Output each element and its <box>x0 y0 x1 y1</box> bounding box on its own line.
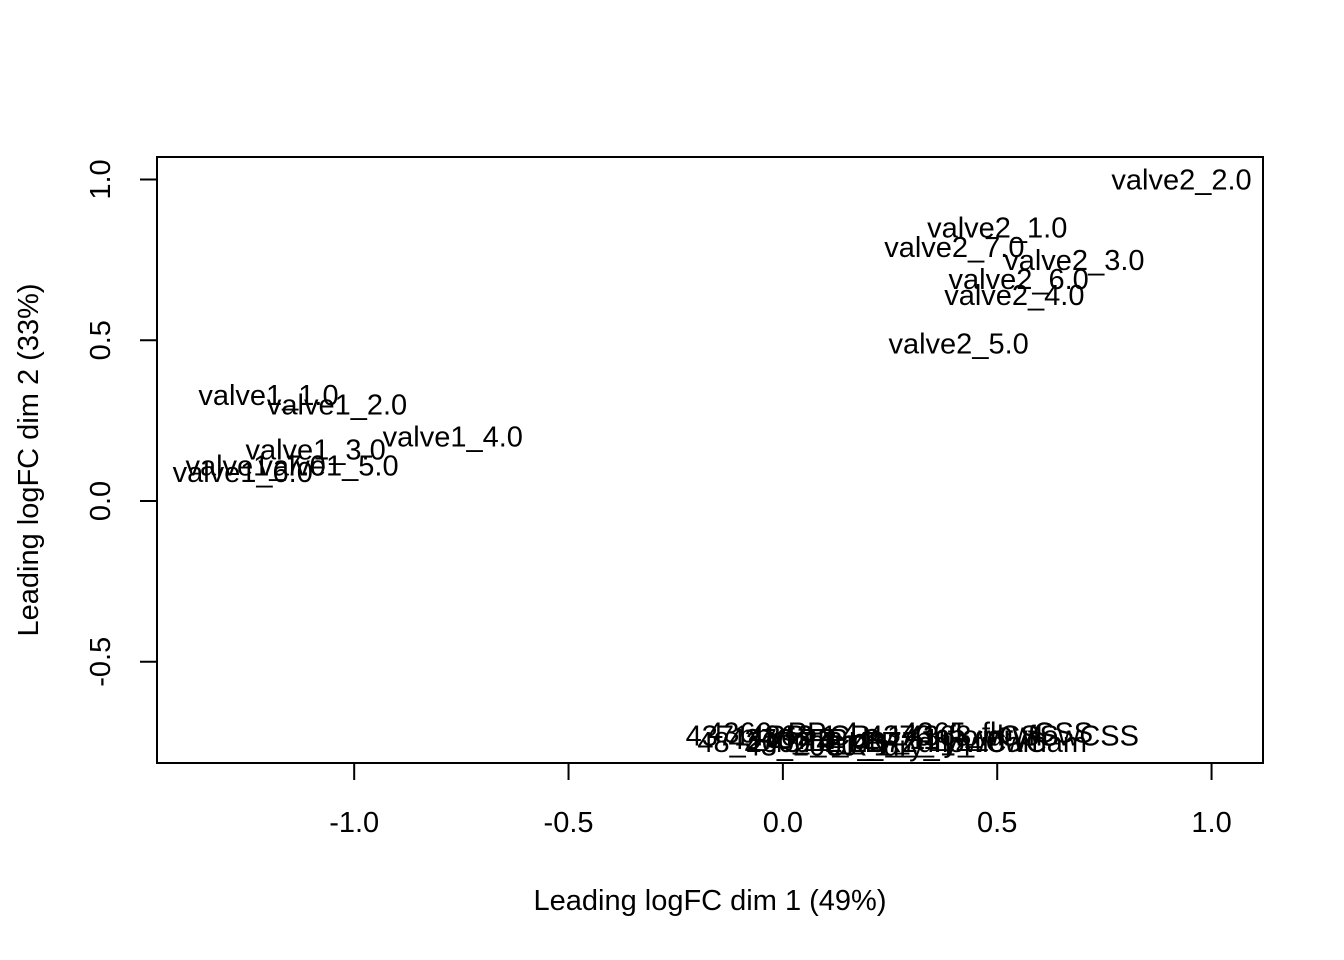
point-label: valve2_1.0 <box>927 213 1067 245</box>
point-label: valve2_2.0 <box>1111 165 1251 197</box>
cluster-point-label: CR_dry_14 <box>825 730 972 762</box>
point-label: valve2_7.0 <box>884 232 1024 264</box>
cluster-point-label: 4376_flowCSS <box>867 721 1059 753</box>
y-tick-label: 0.0 <box>85 481 117 521</box>
x-tick-label: -1.0 <box>329 807 379 839</box>
y-axis: -0.5 0.0 0.5 1.0 <box>85 159 158 687</box>
x-axis: -1.0 -0.5 0.0 0.5 1.0 <box>329 762 1232 839</box>
x-tick-label: 0.5 <box>977 807 1017 839</box>
point-label: valve1_2.0 <box>267 390 407 422</box>
cluster-point-label: 4371_PP_1 <box>686 721 838 753</box>
cluster-labels: 4371_PP_148_2000_24366_PP_44373_PP_243_2… <box>686 717 1139 762</box>
cluster-point-label: 43_2000_1 <box>745 730 890 762</box>
point-label: valve1_1.0 <box>198 380 338 412</box>
x-tick-label: 0.0 <box>763 807 803 839</box>
point-labels: valve2_2.0 valve2_1.0valve2_7.0valve2_3.0… <box>173 165 1252 490</box>
cluster-point-label: LR_dry_flowCam <box>865 727 1087 759</box>
cluster-point-label: 4373_PP_2 <box>729 724 881 756</box>
x-axis-title: Leading logFC dim 1 (49%) <box>533 885 886 917</box>
point-label: valve2_4.0 <box>944 280 1084 312</box>
point-label: valve1_6.0 <box>173 457 313 489</box>
cluster-point-label: 4377_flowCam <box>853 727 1046 759</box>
point-label: valve1_3.0 <box>245 435 385 467</box>
y-axis-title: Leading logFC dim 2 (33%) <box>13 283 45 636</box>
y-tick-label: -0.5 <box>85 637 117 687</box>
cluster-point-label: 48_2000_2 <box>697 727 842 759</box>
point-label: valve2_5.0 <box>888 328 1028 360</box>
cluster-point-label: PP_dry_11 <box>798 724 939 756</box>
point-label: valve2_6.0 <box>949 264 1089 296</box>
point-label: valve1_4.0 <box>383 422 523 454</box>
cluster-point-label: 4368_dryflowCSS <box>907 721 1139 753</box>
x-tick-label: 1.0 <box>1191 807 1231 839</box>
cluster-point-label: 4374_LR_2 <box>768 727 918 759</box>
x-tick-label: -0.5 <box>544 807 594 839</box>
point-label: valve1_7.0 <box>185 451 325 483</box>
cluster-point-label: 4366_PP_4 <box>707 717 859 749</box>
point-label: valve1_5.0 <box>258 451 398 483</box>
y-tick-label: 1.0 <box>85 159 117 199</box>
cluster-point-label: 4362_CR_1 <box>748 721 903 753</box>
point-label: valve2_3.0 <box>1004 245 1144 277</box>
y-tick-label: 0.5 <box>85 320 117 360</box>
cluster-point-label: 4365_flowCSS <box>901 717 1093 749</box>
